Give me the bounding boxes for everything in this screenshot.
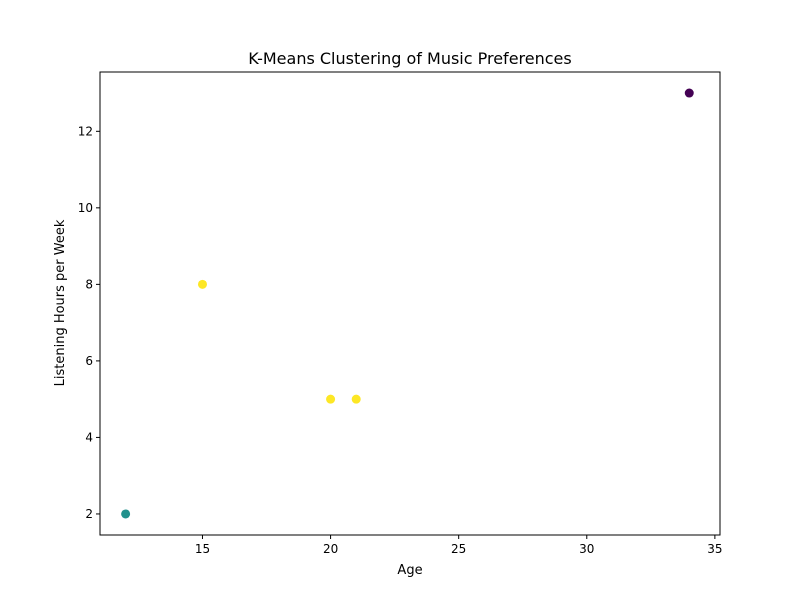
data-point-1 <box>121 509 131 519</box>
x-axis-label: Age <box>397 563 422 578</box>
chart-title: K-Means Clustering of Music Preferences <box>248 49 571 68</box>
x-tick-label-4: 35 <box>707 542 722 556</box>
y-tick-label-1: 4 <box>85 430 93 444</box>
y-tick-label-0: 2 <box>85 507 93 521</box>
data-point-2 <box>197 279 207 289</box>
y-tick-label-2: 6 <box>85 354 93 368</box>
data-point-3 <box>326 394 336 404</box>
data-point-0 <box>684 88 694 98</box>
plot-area: 15 20 25 30 35 2 4 6 8 10 12 <box>78 71 723 556</box>
x-tick-label-2: 25 <box>451 542 466 556</box>
y-tick-label-3: 8 <box>85 277 93 291</box>
y-tick-label-5: 12 <box>78 124 93 138</box>
plot-frame <box>99 71 721 536</box>
y-axis-label: Listening Hours per Week <box>53 219 68 386</box>
x-tick-label-3: 30 <box>579 542 594 556</box>
x-tick-label-0: 15 <box>195 542 210 556</box>
y-tick-label-4: 10 <box>78 201 93 215</box>
data-point-4 <box>351 394 361 404</box>
x-tick-label-1: 20 <box>323 542 338 556</box>
